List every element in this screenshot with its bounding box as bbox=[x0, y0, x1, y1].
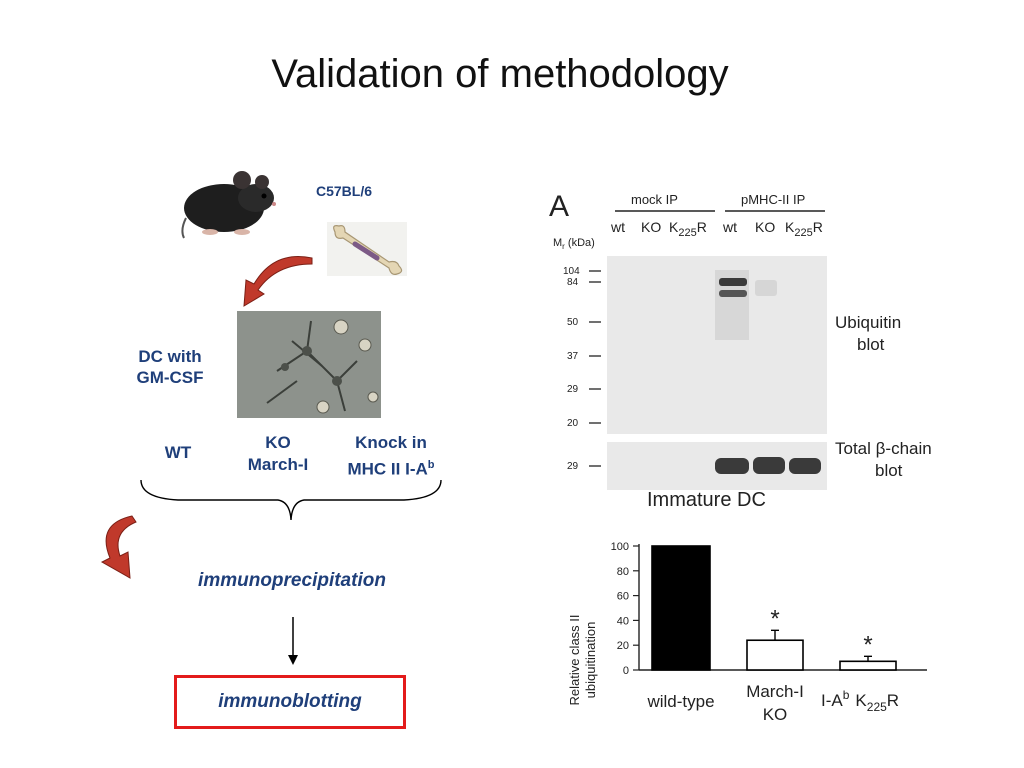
lane-label-k225r-2: K225R bbox=[785, 219, 823, 239]
down-arrow-icon bbox=[288, 617, 298, 665]
strain-label: C57BL/6 bbox=[316, 183, 373, 199]
marker-104: 104 bbox=[563, 266, 580, 277]
marker-50: 50 bbox=[567, 317, 579, 328]
ubiquitination-bar-chart: Relative class II ubiquitination 0 20 40 60… bbox=[567, 541, 927, 724]
band-84 bbox=[719, 290, 747, 297]
y-tick-label: 60 bbox=[617, 591, 629, 603]
total-chain-label-2: blot bbox=[875, 461, 903, 480]
bar-1 bbox=[746, 639, 804, 671]
curved-arrow-icon-2 bbox=[100, 515, 137, 579]
dc-label-line2: GM-CSF bbox=[136, 368, 204, 387]
marker-29: 29 bbox=[567, 384, 579, 395]
knockin-line1: Knock in bbox=[355, 433, 427, 452]
k-letter-2: K bbox=[785, 219, 795, 235]
immunoblotting-step: immunoblotting bbox=[218, 691, 362, 712]
lane-label-wt: wt bbox=[610, 219, 625, 235]
dc-culture-image bbox=[237, 311, 381, 418]
lane-label-ko-2: KO bbox=[755, 219, 775, 235]
significance-marker-1: * bbox=[770, 605, 779, 632]
pmhc-ip-header: pMHC-II IP bbox=[741, 192, 805, 207]
bar-2 bbox=[839, 660, 897, 671]
knockin-superscript: b bbox=[427, 459, 435, 471]
y-axis-label-2: ubiquitination bbox=[583, 622, 598, 699]
knockin-line2: MHC II I-Ab bbox=[332, 454, 450, 481]
y-tick-label: 0 bbox=[623, 665, 629, 677]
mr-unit: (kDa) bbox=[565, 237, 595, 249]
total-prefix: Total bbox=[835, 439, 876, 458]
x-label-march-ko-1: March-I bbox=[746, 682, 804, 701]
lane-label-wt-2: wt bbox=[722, 219, 737, 235]
bone-image bbox=[327, 222, 407, 276]
k-letter: K bbox=[669, 219, 679, 235]
dc-label-line1: DC with bbox=[138, 347, 202, 366]
y-tick-label: 20 bbox=[617, 640, 629, 652]
curved-arrow-icon bbox=[243, 256, 313, 307]
x-label-wild-type: wild-type bbox=[646, 692, 714, 711]
error-bar-1 bbox=[771, 629, 779, 641]
panel-letter: A bbox=[549, 190, 569, 223]
k-r-text: R bbox=[887, 691, 899, 710]
iab-text: I-A bbox=[821, 691, 843, 710]
band-104 bbox=[719, 278, 747, 286]
k-subscript: 225 bbox=[678, 227, 696, 239]
y-tick-label: 80 bbox=[617, 566, 629, 578]
k-suffix-2: R bbox=[813, 219, 823, 235]
ubiquitin-blot-label-1: Ubiquitin bbox=[835, 313, 901, 332]
dc-culture-label: DC with GM-CSF bbox=[118, 346, 222, 388]
k225-subscript: 225 bbox=[867, 700, 887, 714]
knockin-line2-text: MHC II I-A bbox=[347, 459, 428, 479]
mock-ip-header: mock IP bbox=[631, 192, 678, 207]
mr-label: Mr (kDa) bbox=[553, 237, 595, 251]
blot-caption: Immature DC bbox=[647, 489, 766, 511]
marker-20: 20 bbox=[567, 418, 579, 429]
western-blot-figure: A mock IP pMHC-II IP wt KO K225R wt KO K… bbox=[549, 190, 932, 511]
total-chain-label-1: Total β-chain bbox=[835, 439, 932, 458]
group-knockin-label: Knock in MHC II I-Ab bbox=[332, 432, 450, 481]
error-bar-2 bbox=[864, 655, 872, 662]
x-label-march-ko-2: KO bbox=[763, 705, 788, 724]
ubiquitin-blot-label-2: blot bbox=[857, 335, 885, 354]
k-text: K bbox=[855, 691, 867, 710]
significance-marker-2: * bbox=[863, 631, 872, 658]
immunoblotting-box: immunoblotting bbox=[174, 675, 406, 729]
beta-symbol: β bbox=[876, 439, 886, 458]
k-suffix: R bbox=[697, 219, 707, 235]
marker-84: 84 bbox=[567, 277, 579, 288]
group-wt-label: WT bbox=[164, 443, 192, 462]
bar-0 bbox=[651, 545, 711, 671]
chain-band-wt bbox=[715, 458, 749, 474]
y-axis-label-1: Relative class II bbox=[567, 614, 582, 705]
y-tick-label: 100 bbox=[611, 541, 629, 553]
iab-superscript: b bbox=[843, 688, 850, 702]
mr-subscript: r bbox=[562, 242, 565, 251]
chain-band-k225r bbox=[789, 458, 821, 474]
y-tick-label: 40 bbox=[617, 615, 629, 627]
group-ko-label: KO March-I bbox=[234, 432, 322, 476]
total-suffix: -chain bbox=[885, 439, 931, 458]
chain-band-ko bbox=[753, 457, 785, 474]
band-ko-faint bbox=[755, 280, 777, 296]
x-label-iab-k225r: I-Ab K225R bbox=[821, 688, 899, 714]
y-ticks: 0 20 40 60 80 100 bbox=[611, 541, 639, 677]
ko-line1: KO bbox=[265, 433, 291, 452]
lane-label-ko: KO bbox=[641, 219, 661, 235]
marker-37: 37 bbox=[567, 351, 579, 362]
grouping-brace bbox=[140, 479, 442, 521]
mouse-image bbox=[181, 171, 276, 239]
mr-letter: M bbox=[553, 237, 562, 249]
slide-title: Validation of methodology bbox=[271, 52, 729, 96]
k-subscript-2: 225 bbox=[794, 227, 812, 239]
bars: ** bbox=[651, 545, 897, 671]
immunoprecipitation-step: immunoprecipitation bbox=[198, 570, 386, 591]
lane-label-k225r: K225R bbox=[669, 219, 707, 239]
marker-29-bottom: 29 bbox=[567, 461, 579, 472]
ko-line2: March-I bbox=[247, 455, 309, 474]
